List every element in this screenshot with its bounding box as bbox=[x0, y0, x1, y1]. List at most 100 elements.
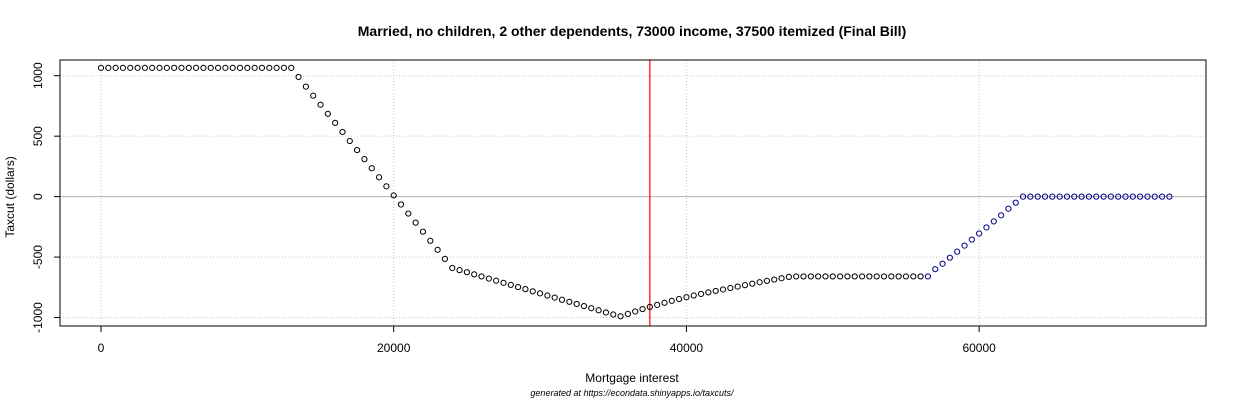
data-point bbox=[1041, 193, 1049, 200]
data-point bbox=[412, 219, 419, 226]
data-point bbox=[346, 137, 353, 145]
data-point bbox=[222, 64, 229, 71]
data-point bbox=[815, 273, 822, 280]
x-tick-label: 20000 bbox=[377, 341, 411, 355]
data-point bbox=[339, 128, 346, 136]
data-point bbox=[1027, 193, 1034, 200]
data-point bbox=[793, 273, 800, 280]
data-point bbox=[427, 237, 434, 244]
data-point bbox=[690, 292, 697, 299]
data-point bbox=[844, 273, 851, 280]
data-point bbox=[1122, 193, 1129, 200]
data-point bbox=[185, 64, 192, 71]
data-point bbox=[1085, 193, 1093, 200]
data-point bbox=[902, 273, 910, 280]
data-point bbox=[251, 64, 258, 71]
data-point bbox=[697, 290, 705, 298]
data-point bbox=[178, 64, 185, 71]
data-point bbox=[141, 64, 148, 71]
data-point bbox=[800, 273, 807, 280]
data-point bbox=[471, 271, 478, 278]
data-point bbox=[924, 273, 932, 280]
data-point bbox=[163, 64, 170, 71]
data-point bbox=[441, 255, 449, 262]
source-note: generated at https://econdata.shinyapps.… bbox=[530, 388, 735, 398]
data-point bbox=[302, 83, 309, 90]
x-tick-label: 0 bbox=[98, 341, 105, 355]
data-point bbox=[244, 64, 251, 71]
data-point bbox=[580, 302, 588, 310]
data-point bbox=[1115, 193, 1122, 200]
data-point bbox=[990, 218, 997, 225]
data-point bbox=[280, 64, 288, 71]
data-point bbox=[156, 64, 163, 71]
data-point bbox=[515, 283, 522, 291]
data-point bbox=[449, 264, 456, 272]
data-point bbox=[1078, 193, 1085, 200]
data-point bbox=[983, 224, 990, 231]
y-tick-label: 1000 bbox=[31, 62, 45, 89]
data-point bbox=[895, 273, 902, 280]
data-point bbox=[749, 280, 756, 287]
data-point bbox=[207, 64, 214, 71]
data-point bbox=[858, 273, 866, 280]
data-point bbox=[200, 64, 207, 71]
data-point bbox=[1158, 193, 1166, 200]
data-point bbox=[785, 273, 792, 281]
data-point bbox=[566, 298, 573, 305]
data-point bbox=[354, 146, 361, 154]
data-point bbox=[317, 101, 324, 108]
data-point bbox=[1093, 193, 1100, 200]
data-point bbox=[712, 287, 719, 295]
data-point bbox=[1019, 193, 1027, 200]
data-point bbox=[507, 281, 514, 288]
y-tick-label: 500 bbox=[31, 126, 45, 146]
data-point bbox=[961, 242, 968, 249]
data-point bbox=[1049, 193, 1056, 200]
data-point bbox=[756, 279, 763, 286]
data-point bbox=[1100, 193, 1107, 200]
data-point bbox=[602, 309, 610, 316]
data-point bbox=[873, 273, 880, 280]
data-point bbox=[719, 286, 727, 293]
plot-frame bbox=[59, 59, 1207, 327]
y-axis-label: Taxcut (dollars) bbox=[3, 156, 17, 237]
data-point bbox=[112, 64, 119, 71]
data-point bbox=[536, 290, 544, 297]
data-point bbox=[588, 305, 595, 312]
data-point bbox=[97, 64, 105, 71]
data-point bbox=[1144, 193, 1151, 200]
data-point bbox=[727, 284, 734, 292]
data-point bbox=[266, 64, 273, 71]
data-point bbox=[976, 230, 983, 237]
data-point bbox=[654, 301, 661, 308]
x-axis-label: Mortgage interest bbox=[585, 371, 679, 385]
data-point bbox=[236, 64, 244, 71]
data-point bbox=[214, 64, 222, 71]
data-point bbox=[888, 273, 895, 280]
data-point bbox=[522, 286, 529, 293]
data-point bbox=[1137, 193, 1144, 200]
data-point bbox=[119, 64, 127, 71]
data-point bbox=[310, 92, 317, 99]
data-point bbox=[295, 73, 302, 81]
data-point bbox=[558, 296, 566, 303]
data-point bbox=[968, 236, 975, 243]
data-point bbox=[1056, 193, 1063, 200]
data-point bbox=[954, 248, 961, 255]
y-tick-label: -1000 bbox=[31, 302, 45, 333]
data-point bbox=[1166, 193, 1173, 200]
data-point bbox=[324, 110, 331, 117]
data-point bbox=[105, 64, 112, 71]
data-point bbox=[683, 294, 690, 301]
data-point bbox=[778, 275, 785, 282]
data-point bbox=[1151, 193, 1158, 200]
data-point bbox=[193, 64, 200, 71]
data-point bbox=[383, 183, 390, 190]
data-point bbox=[1005, 205, 1012, 212]
data-point bbox=[375, 174, 383, 181]
data-point bbox=[880, 273, 888, 280]
data-point bbox=[866, 273, 873, 280]
y-tick-label: -500 bbox=[31, 245, 45, 269]
